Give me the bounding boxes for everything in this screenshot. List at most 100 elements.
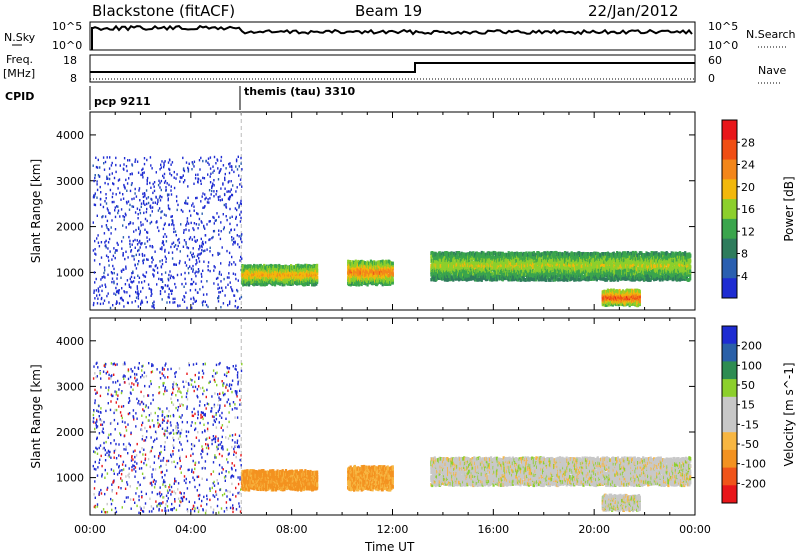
scatter-cell	[93, 259, 96, 262]
scatter-cell	[107, 182, 109, 186]
scatter-cell	[130, 280, 132, 283]
scatter-cell	[195, 270, 197, 273]
scatter-cell	[142, 259, 144, 262]
scatter-cell	[153, 306, 155, 310]
scatter-cell	[235, 277, 237, 281]
scatter-cell	[146, 202, 148, 206]
scatter-cell	[212, 182, 214, 185]
scatter-cell	[223, 277, 225, 281]
scatter-cell	[236, 201, 239, 205]
scatter-cell	[216, 159, 219, 162]
scatter-cell	[240, 216, 242, 220]
scatter-cell	[235, 190, 237, 193]
scatter-cell	[222, 213, 224, 216]
scatter-cell	[174, 230, 177, 233]
scatter-cell	[197, 181, 199, 184]
scatter-cell	[206, 223, 208, 226]
scatter-cell	[104, 276, 106, 279]
scatter-cell	[98, 245, 101, 248]
scatter-cell	[590, 258, 593, 263]
scatter-cell	[168, 223, 170, 227]
scatter-cell	[141, 301, 144, 304]
scatter-cell	[96, 188, 99, 192]
scatter-cell	[178, 241, 181, 244]
scatter-cell	[139, 199, 141, 202]
scatter-cell	[146, 230, 148, 234]
scatter-cell	[624, 251, 627, 255]
scatter-cell	[160, 216, 162, 220]
scatter-cell	[186, 202, 189, 205]
scatter-cell	[316, 271, 319, 276]
scatter-cell	[224, 178, 226, 182]
scatter-cell	[108, 211, 110, 214]
freq-label: Freq.	[6, 53, 33, 66]
scatter-cell	[135, 195, 138, 198]
scatter-cell	[194, 239, 196, 243]
scatter-cell	[232, 237, 235, 240]
scatter-cell	[171, 161, 174, 164]
scatter-cell	[135, 290, 137, 294]
scatter-cell	[166, 193, 169, 196]
scatter-cell	[139, 208, 141, 212]
scatter-cell	[137, 274, 139, 277]
scatter-cell	[240, 268, 242, 272]
scatter-cell	[248, 282, 251, 287]
scatter-cell	[168, 251, 170, 254]
y-tick-label: 3000	[56, 175, 84, 188]
scatter-cell	[236, 306, 239, 310]
scatter-cell	[193, 298, 195, 301]
scatter-cell	[316, 278, 319, 282]
scatter-cell	[162, 227, 165, 231]
scatter-cell	[181, 282, 183, 286]
scatter-cell	[133, 276, 136, 279]
scatter-cell	[143, 274, 145, 278]
scatter-cell	[147, 196, 150, 199]
scatter-cell	[103, 232, 106, 235]
scatter-cell	[316, 275, 319, 280]
scatter-cell	[150, 197, 152, 201]
scatter-cell	[112, 264, 114, 268]
scatter-cell	[182, 210, 184, 213]
scatter-cell	[182, 298, 184, 301]
scatter-cell	[240, 162, 242, 165]
scatter-cell	[283, 282, 286, 287]
scatter-cell	[204, 234, 207, 237]
freq-tick-bottom: 8	[70, 72, 77, 85]
scatter-cell	[124, 291, 126, 294]
scatter-cell	[187, 168, 190, 171]
scatter-cell	[96, 302, 99, 305]
scatter-cell	[138, 187, 141, 190]
scatter-cell	[123, 183, 125, 187]
scatter-cell	[101, 284, 103, 287]
scatter-cell	[125, 226, 127, 229]
scatter-cell	[161, 160, 163, 163]
scatter-cell	[167, 279, 170, 282]
scatter-cell	[521, 269, 525, 274]
scatter-cell	[107, 177, 109, 180]
scatter-cell	[316, 263, 319, 268]
scatter-cell	[93, 194, 95, 197]
scatter-cell	[207, 198, 209, 201]
scatter-cell	[202, 303, 204, 307]
scatter-cell	[213, 216, 215, 219]
scatter-cell	[115, 249, 117, 252]
scatter-cell	[144, 193, 146, 196]
scatter-cell	[241, 185, 243, 188]
scatter-cell	[226, 249, 228, 253]
scatter-cell	[348, 260, 351, 264]
scatter-cell	[160, 163, 162, 166]
scatter-cell	[204, 300, 206, 303]
scatter-cell	[102, 302, 104, 305]
scatter-cell	[462, 259, 465, 264]
scatter-cell	[234, 299, 237, 303]
scatter-cell	[155, 171, 157, 174]
scatter-cell	[217, 253, 219, 256]
scatter-cell	[218, 233, 220, 236]
scatter-cell	[563, 251, 567, 255]
scatter-cell	[158, 207, 161, 210]
scatter-cell	[555, 255, 558, 260]
scatter-cell	[434, 275, 437, 279]
scatter-cell	[458, 251, 461, 255]
scatter-cell	[170, 189, 172, 192]
scatter-cell	[480, 250, 483, 255]
